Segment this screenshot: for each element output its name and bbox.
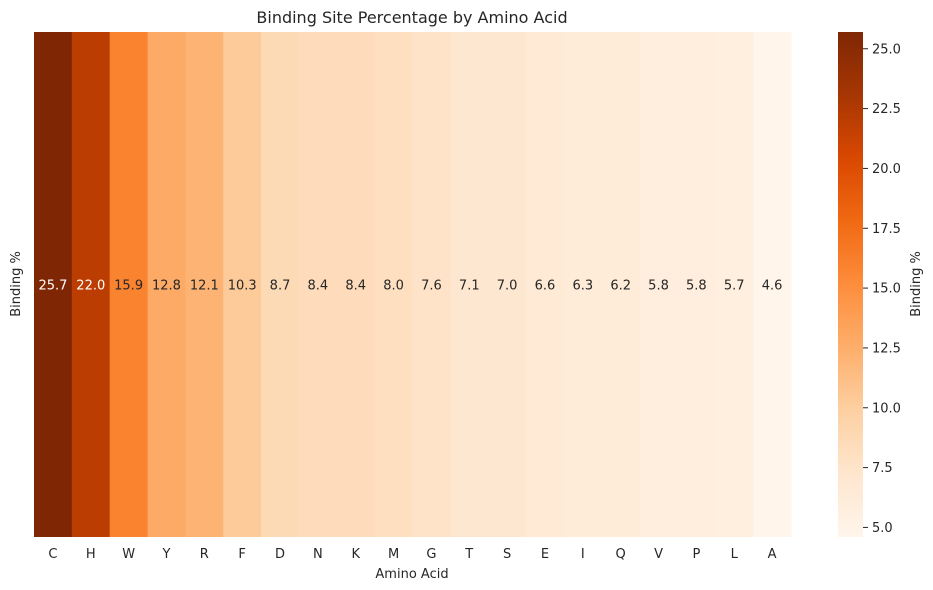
- cell-value-label-V: 5.8: [648, 279, 669, 294]
- cell-value-label-Y: 12.8: [152, 279, 181, 294]
- cell-value-label-M: 8.0: [383, 279, 404, 294]
- cell-value-label-D: 8.7: [270, 279, 291, 294]
- x-tick-label-Q: Q: [616, 547, 626, 562]
- heatmap-cell-S: [488, 32, 527, 537]
- colorbar-tick-label: 20.0: [872, 162, 901, 177]
- cell-value-label-T: 7.1: [459, 279, 480, 294]
- colorbar-tick-label: 25.0: [872, 42, 901, 57]
- colorbar-ticks: 5.0 7.5 10.0 12.5 15.0 17.5 20.0 22.5 25.0: [863, 42, 901, 536]
- heatmap-cell-K: [336, 32, 376, 537]
- colorbar-tick-label: 22.5: [872, 102, 901, 117]
- heatmap-cell-labels: 25.7 22.0 15.9 12.8 12.1 10.3 8.7 8.4 8.4 8.0 7.6 7…: [38, 279, 782, 294]
- heatmap-cell-P: [677, 32, 716, 537]
- colorbar-tick-label: 5.0: [872, 521, 893, 536]
- cell-value-label-W: 15.9: [114, 279, 143, 294]
- x-tick-label-G: G: [426, 547, 436, 562]
- x-tick-label-A: A: [768, 547, 777, 562]
- x-tick-label-I: I: [581, 547, 585, 562]
- cell-value-label-A: 4.6: [762, 279, 783, 294]
- heatmap-cell-Y: [147, 32, 186, 537]
- heatmap-cell-D: [261, 32, 300, 537]
- heatmap-cell-H: [71, 32, 111, 537]
- heatmap-cell-Q: [601, 32, 641, 537]
- colorbar-tick-label: 10.0: [872, 401, 901, 416]
- cell-value-label-K: 8.4: [345, 279, 366, 294]
- heatmap-cell-G: [412, 32, 451, 537]
- cell-value-label-S: 7.0: [497, 279, 518, 294]
- heatmap-cells: [34, 32, 792, 537]
- cell-value-label-P: 5.8: [686, 279, 707, 294]
- heatmap-cell-I: [563, 32, 603, 537]
- colorbar-tick-label: 12.5: [872, 341, 901, 356]
- cell-value-label-L: 5.7: [724, 279, 745, 294]
- cell-value-label-G: 7.6: [421, 279, 442, 294]
- heatmap-cell-L: [715, 32, 754, 537]
- heatmap-cell-A: [753, 32, 792, 537]
- cell-value-label-I: 6.3: [572, 279, 593, 294]
- heatmap-cell-T: [450, 32, 489, 537]
- cell-value-label-H: 22.0: [76, 279, 105, 294]
- x-tick-label-W: W: [122, 547, 135, 562]
- heatmap-cell-F: [223, 32, 262, 537]
- chart-title: Binding Site Percentage by Amino Acid: [256, 8, 567, 27]
- y-axis-label: Binding %: [9, 251, 24, 317]
- heatmap-cell-M: [374, 32, 413, 537]
- heatmap-cell-C: [34, 32, 73, 537]
- heatmap-cell-N: [298, 32, 338, 537]
- x-tick-label-M: M: [388, 547, 399, 562]
- cell-value-label-F: 10.3: [228, 279, 257, 294]
- x-tick-label-N: N: [313, 547, 323, 562]
- x-tick-label-L: L: [731, 547, 739, 562]
- x-axis-label: Amino Acid: [375, 567, 448, 582]
- x-tick-label-T: T: [464, 547, 473, 562]
- colorbar-tick-label: 17.5: [872, 222, 901, 237]
- x-tick-label-H: H: [86, 547, 96, 562]
- x-tick-label-D: D: [275, 547, 285, 562]
- x-tick-label-E: E: [541, 547, 549, 562]
- cell-value-label-E: 6.6: [535, 279, 556, 294]
- colorbar-tick-label: 7.5: [872, 461, 893, 476]
- x-tick-label-F: F: [238, 547, 245, 562]
- colorbar-tick-label: 15.0: [872, 282, 901, 297]
- x-tick-label-C: C: [48, 547, 57, 562]
- colorbar: [838, 32, 863, 537]
- heatmap-cell-V: [639, 32, 678, 537]
- cell-value-label-Q: 6.2: [610, 279, 631, 294]
- heatmap-cell-W: [109, 32, 149, 537]
- x-tick-label-P: P: [692, 547, 700, 562]
- cell-value-label-N: 8.4: [308, 279, 329, 294]
- x-tick-label-K: K: [351, 547, 360, 562]
- x-tick-label-V: V: [654, 547, 663, 562]
- cell-value-label-R: 12.1: [190, 279, 219, 294]
- heatmap-cell-E: [526, 32, 565, 537]
- x-tick-label-R: R: [200, 547, 209, 562]
- colorbar-label: Binding %: [909, 251, 924, 317]
- x-tick-label-S: S: [503, 547, 511, 562]
- heatmap-cell-R: [185, 32, 224, 537]
- x-tick-label-Y: Y: [161, 547, 170, 562]
- cell-value-label-C: 25.7: [38, 279, 67, 294]
